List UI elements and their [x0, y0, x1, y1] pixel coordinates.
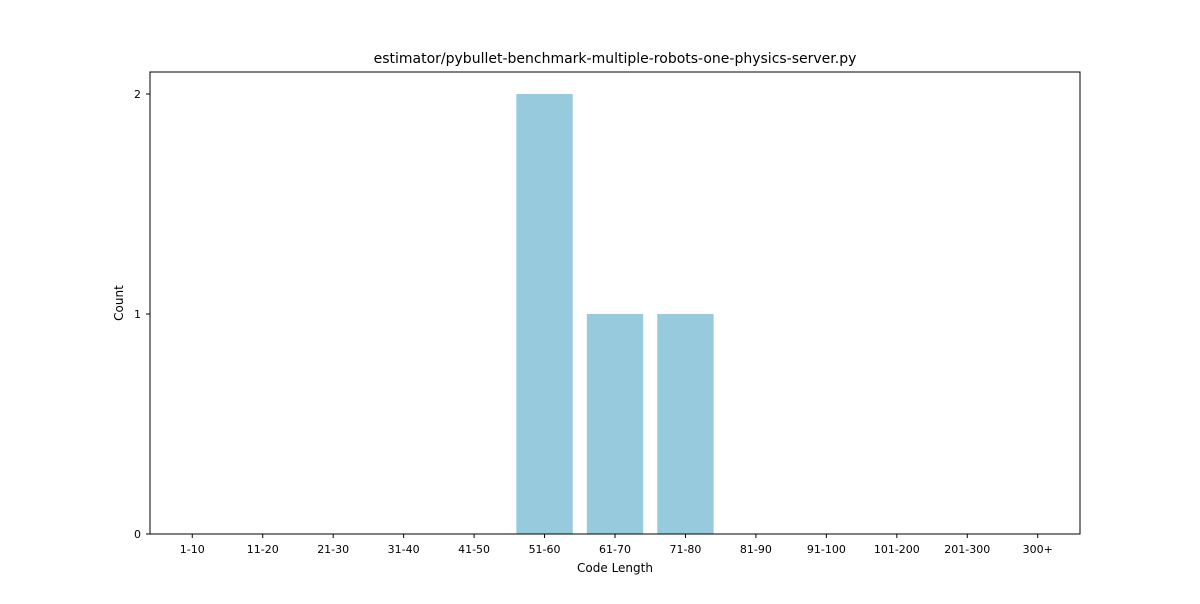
- bars-group: [516, 94, 714, 534]
- x-tick-label: 11-20: [247, 543, 279, 556]
- bar-51-60: [516, 94, 573, 534]
- x-tick-label: 41-50: [458, 543, 490, 556]
- y-tick-label: 2: [134, 88, 141, 101]
- x-tick-label: 91-100: [807, 543, 846, 556]
- y-axis-label: Count: [112, 285, 126, 321]
- x-tick-label: 81-90: [740, 543, 772, 556]
- x-tick-label: 1-10: [180, 543, 205, 556]
- x-tick-label: 300+: [1023, 543, 1053, 556]
- x-axis-label: Code Length: [577, 561, 653, 575]
- y-tick-label: 0: [134, 528, 141, 541]
- plot-frame: [149, 71, 1081, 535]
- ticks-group: 1-10 11-20 21-30 31-40 41-50 51-60 61-70 71-80 8…: [134, 88, 1053, 556]
- bar-71-80: [657, 314, 714, 534]
- x-tick-label: 51-60: [529, 543, 561, 556]
- x-tick-label: 31-40: [388, 543, 420, 556]
- x-tick-label: 71-80: [669, 543, 701, 556]
- x-tick-label: 101-200: [874, 543, 920, 556]
- x-tick-label: 61-70: [599, 543, 631, 556]
- x-tick-label: 21-30: [317, 543, 349, 556]
- y-tick-label: 1: [134, 308, 141, 321]
- x-tick-label: 201-300: [944, 543, 990, 556]
- bar-61-70: [586, 314, 644, 534]
- chart-title: estimator/pybullet-benchmark-multiple-ro…: [374, 51, 857, 67]
